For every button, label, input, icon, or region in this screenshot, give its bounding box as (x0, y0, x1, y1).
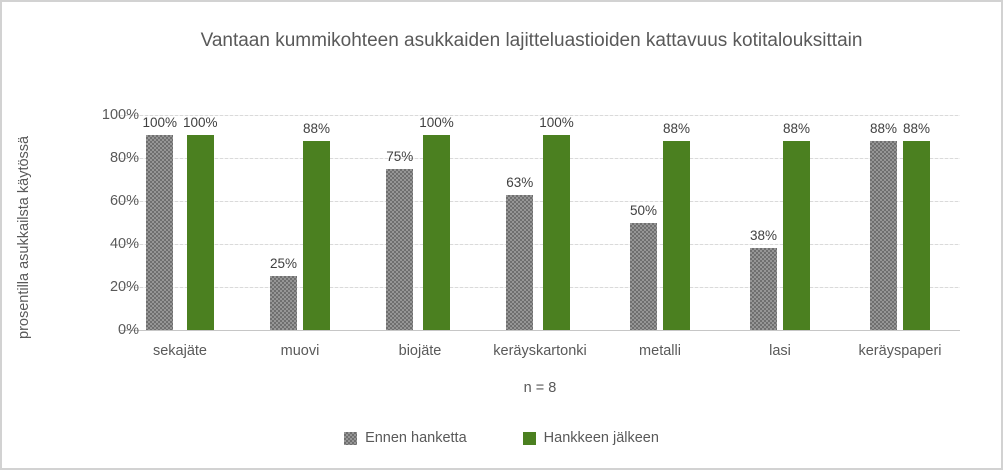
gridline-0 (120, 329, 960, 331)
bar-ennen-hanketta-metalli (629, 222, 657, 330)
x-category-label-bioj-te: biojäte (398, 343, 442, 359)
legend-label-ennen-hanketta: Ennen hanketta (365, 430, 467, 446)
bar-hankkeen-j-lkeen-lasi (783, 140, 811, 330)
data-label-hankkeen-j-lkeen-lasi: 88% (783, 120, 811, 136)
bar-hankkeen-j-lkeen-ker-yspaperi (903, 140, 931, 330)
data-label-ennen-hanketta-metalli: 50% (629, 202, 657, 218)
bar-wrap-hankkeen-j-lkeen-ker-yspaperi: 88% (903, 115, 930, 330)
data-label-hankkeen-j-lkeen-ker-yspaperi: 88% (903, 120, 931, 136)
bar-ennen-hanketta-ker-yspaperi (869, 140, 897, 330)
x-category-label-metalli: metalli (639, 343, 681, 359)
bar-hankkeen-j-lkeen-metalli (663, 140, 691, 330)
x-category-label-muovi: muovi (280, 343, 320, 359)
x-axis-title: n = 8 (523, 380, 557, 396)
bar-wrap-ennen-hanketta-muovi: 25% (270, 115, 297, 330)
bar-group-muovi: 25% 88% (240, 115, 360, 330)
bar-wrap-ennen-hanketta-ker-yspaperi: 88% (870, 115, 897, 330)
data-label-ennen-hanketta-lasi: 38% (749, 228, 777, 244)
bar-wrap-ennen-hanketta-metalli: 50% (630, 115, 657, 330)
bar-group-lasi: 38% 88% (720, 115, 840, 330)
x-category-label-ker-yspaperi: keräyspaperi (858, 343, 942, 359)
x-category-label-sekaj-te: sekajäte (152, 343, 207, 359)
legend-swatch-icon-hankkeen-j-lkeen (522, 431, 536, 445)
legend-label-hankkeen-j-lkeen: Hankkeen jälkeen (543, 430, 659, 446)
y-tick-label-60: 60% (109, 193, 139, 209)
bar-ennen-hanketta-bioj-te (386, 168, 414, 330)
legend-item-ennen-hanketta: Ennen hanketta (344, 430, 467, 446)
y-tick-label-100: 100% (101, 107, 139, 123)
y-tick-label-40: 40% (109, 236, 139, 252)
data-label-ennen-hanketta-sekaj-te: 100% (142, 115, 177, 130)
data-label-ennen-hanketta-ker-yskartonki: 63% (506, 174, 534, 190)
chart-title: Vantaan kummikohteen asukkaiden lajittel… (200, 30, 863, 51)
data-label-hankkeen-j-lkeen-ker-yskartonki: 100% (539, 115, 574, 130)
legend-swatch-icon-ennen-hanketta (344, 431, 358, 445)
bar-wrap-hankkeen-j-lkeen-muovi: 88% (303, 115, 330, 330)
y-tick-label-80: 80% (109, 150, 139, 166)
data-label-hankkeen-j-lkeen-bioj-te: 100% (419, 115, 454, 130)
gridline-20 (120, 286, 960, 288)
bar-ennen-hanketta-ker-yskartonki (506, 194, 534, 330)
bar-group-ker-yspaperi: 88% 88% (840, 115, 960, 330)
bar-wrap-hankkeen-j-lkeen-bioj-te: 100% (419, 115, 454, 330)
x-category-label-lasi: lasi (769, 343, 791, 359)
bar-wrap-hankkeen-j-lkeen-ker-yskartonki: 100% (539, 115, 574, 330)
data-label-ennen-hanketta-ker-yspaperi: 88% (869, 120, 897, 136)
x-category-labels: sekajäte muovi biojäte keräyskartonki metall… (120, 343, 960, 359)
bar-wrap-ennen-hanketta-sekaj-te: 100% (142, 115, 177, 330)
bar-ennen-hanketta-sekaj-te (146, 135, 174, 330)
gridline-100 (120, 114, 960, 116)
y-tick-label-20: 20% (109, 279, 139, 295)
y-axis-title: prosentilla asukkailsta käytössä (16, 135, 32, 339)
data-label-ennen-hanketta-muovi: 25% (269, 256, 297, 272)
bar-hankkeen-j-lkeen-bioj-te (423, 135, 451, 330)
bar-wrap-hankkeen-j-lkeen-lasi: 88% (783, 115, 810, 330)
plot-area: 100% 100% 25% 88% 75% 100% 63% 100% 50% 88% 38% 88%… (120, 114, 960, 331)
bar-wrap-hankkeen-j-lkeen-metalli: 88% (663, 115, 690, 330)
bar-hankkeen-j-lkeen-muovi (303, 140, 331, 330)
legend-item-hankkeen-j-lkeen: Hankkeen jälkeen (522, 430, 659, 446)
bar-hankkeen-j-lkeen-ker-yskartonki (543, 135, 571, 330)
bar-wrap-ennen-hanketta-bioj-te: 75% (386, 115, 413, 330)
bar-wrap-ennen-hanketta-lasi: 38% (750, 115, 777, 330)
bar-wrap-hankkeen-j-lkeen-sekaj-te: 100% (183, 115, 218, 330)
bar-ennen-hanketta-lasi (749, 248, 777, 330)
bar-group-ker-yskartonki: 63% 100% (480, 115, 600, 330)
bar-wrap-ennen-hanketta-ker-yskartonki: 63% (506, 115, 533, 330)
gridline-40 (120, 243, 960, 245)
data-label-hankkeen-j-lkeen-sekaj-te: 100% (183, 115, 218, 130)
bar-group-sekaj-te: 100% 100% (120, 115, 240, 330)
bar-hankkeen-j-lkeen-sekaj-te (186, 135, 214, 330)
bar-groups-container: 100% 100% 25% 88% 75% 100% 63% 100% 50% 88% 38% 88%… (120, 115, 960, 330)
legend: Ennen hanketta Hankkeen jälkeen (2, 430, 1001, 446)
data-label-ennen-hanketta-bioj-te: 75% (386, 148, 414, 164)
bar-group-bioj-te: 75% 100% (360, 115, 480, 330)
x-category-label-ker-yskartonki: keräyskartonki (493, 343, 587, 359)
gridline-60 (120, 200, 960, 202)
bar-group-metalli: 50% 88% (600, 115, 720, 330)
bar-ennen-hanketta-muovi (269, 276, 297, 330)
data-label-hankkeen-j-lkeen-metalli: 88% (663, 120, 691, 136)
y-tick-label-0: 0% (118, 322, 139, 338)
gridline-80 (120, 157, 960, 159)
data-label-hankkeen-j-lkeen-muovi: 88% (303, 120, 331, 136)
